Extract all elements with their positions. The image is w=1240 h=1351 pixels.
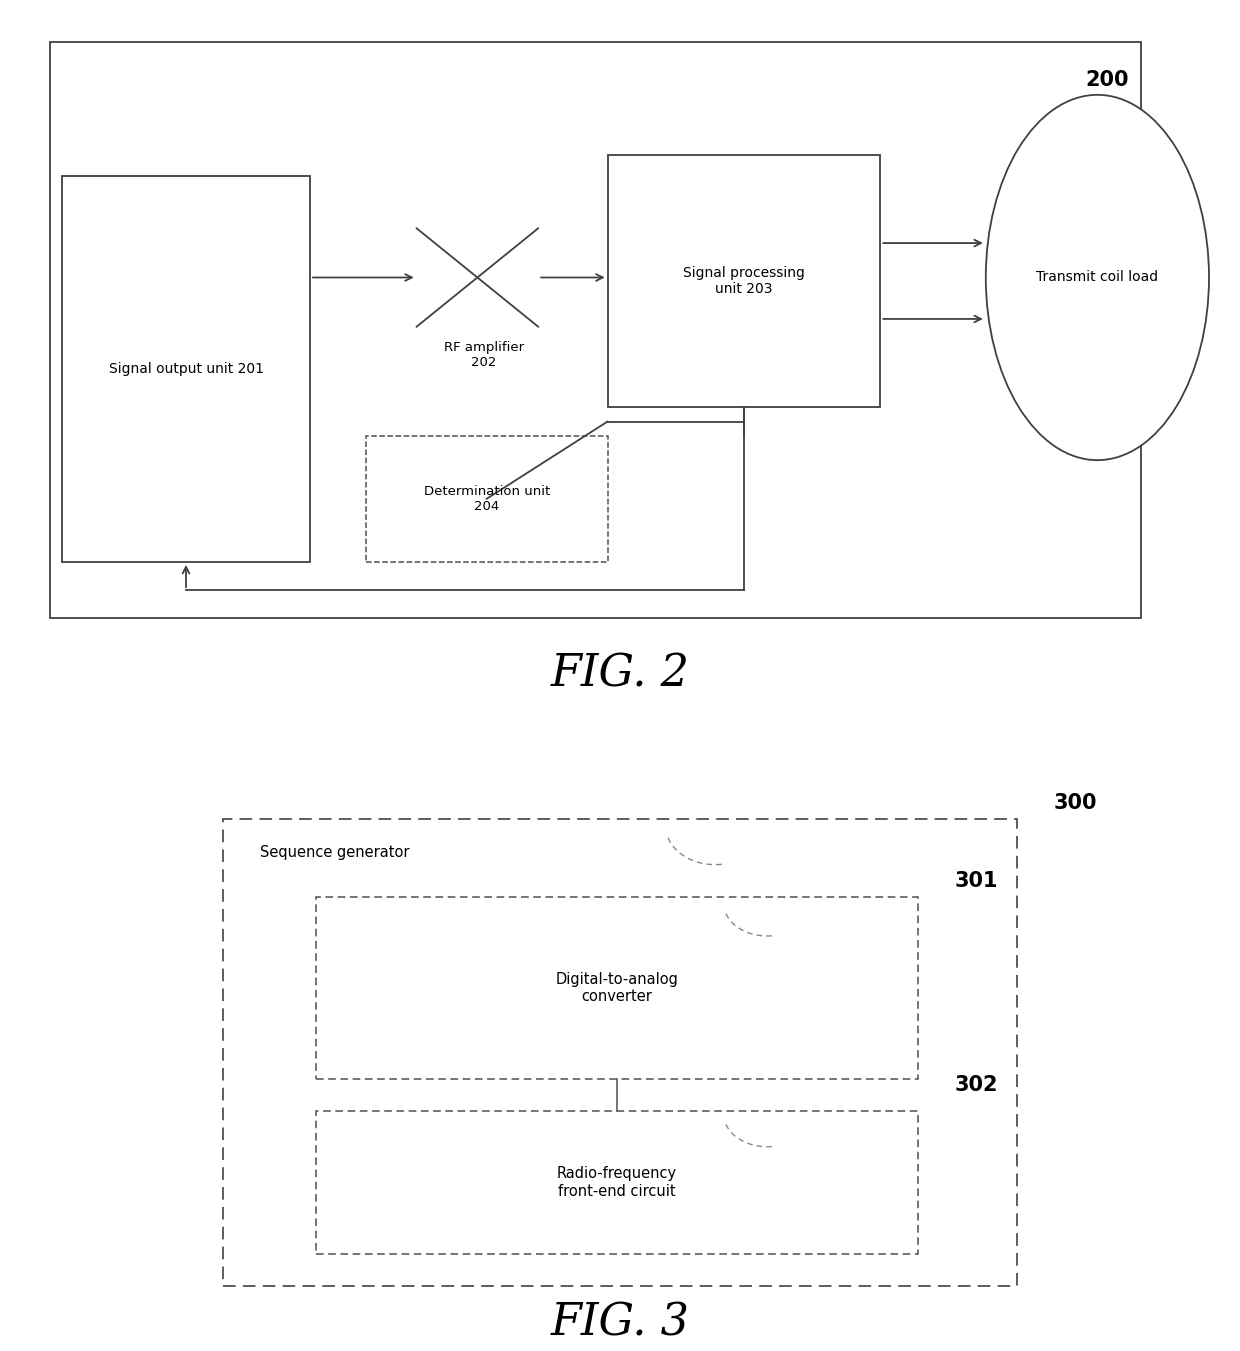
Text: 200: 200 [1085,70,1128,91]
Bar [50,42,1141,619]
Text: Digital-to-analog
converter: Digital-to-analog converter [556,971,678,1004]
Bar [366,435,608,562]
Text: Sequence generator: Sequence generator [260,846,410,861]
Text: Transmit coil load: Transmit coil load [1037,270,1158,285]
Text: Signal output unit 201: Signal output unit 201 [109,362,263,376]
Text: Signal processing
unit 203: Signal processing unit 203 [683,266,805,296]
Bar [316,897,918,1078]
Bar [62,176,310,562]
Text: Radio-frequency
front-end circuit: Radio-frequency front-end circuit [557,1166,677,1198]
Text: 302: 302 [955,1075,998,1094]
Bar [223,819,1017,1286]
Bar [316,1111,918,1254]
Text: FIG. 3: FIG. 3 [551,1301,689,1344]
Text: Determination unit
204: Determination unit 204 [424,485,549,513]
Text: 300: 300 [1054,793,1097,813]
Ellipse shape [986,95,1209,461]
Bar [608,154,880,408]
Text: 301: 301 [955,870,998,890]
Text: RF amplifier
202: RF amplifier 202 [444,342,523,369]
Text: FIG. 2: FIG. 2 [551,653,689,696]
